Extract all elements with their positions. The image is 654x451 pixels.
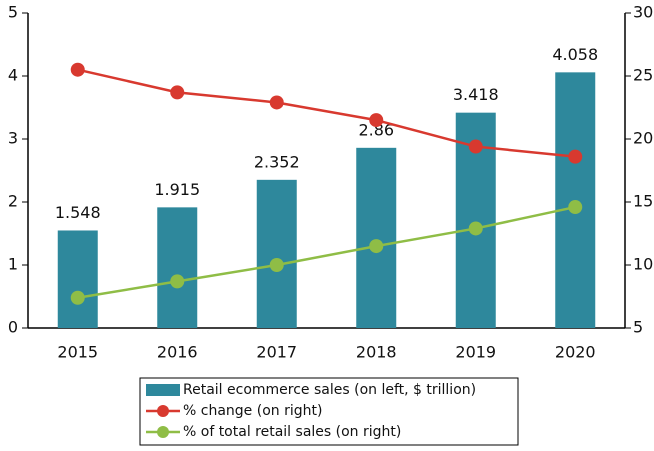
marker — [568, 149, 583, 164]
marker — [369, 239, 384, 254]
marker — [269, 258, 284, 272]
y2-tick-label: 10 — [633, 255, 653, 274]
data-label: 2.352 — [254, 152, 300, 171]
x-tick-label: 2015 — [57, 343, 98, 362]
marker — [70, 62, 85, 77]
legend-swatch — [146, 384, 180, 396]
marker — [369, 113, 384, 128]
legend-label: % of total retail sales (on right) — [183, 424, 401, 440]
bar — [57, 230, 98, 328]
marker — [568, 200, 583, 215]
data-label: 1.915 — [154, 180, 200, 199]
y-tick-label: 4 — [8, 66, 18, 85]
y2-tick-label: 5 — [633, 318, 643, 337]
line — [77, 68, 576, 158]
marker — [170, 274, 185, 289]
legend-marker — [157, 426, 169, 438]
y2-tick-label: 20 — [633, 129, 653, 148]
y2-tick-label: 30 — [633, 3, 653, 22]
marker — [70, 290, 85, 305]
x-tick-label: 2020 — [555, 343, 596, 362]
line — [77, 205, 576, 299]
y-tick-label: 2 — [8, 192, 18, 211]
data-label: 4.058 — [552, 45, 598, 64]
y2-tick-label: 25 — [633, 66, 653, 85]
bar — [256, 179, 297, 328]
bar — [157, 207, 198, 328]
y-tick-label: 3 — [8, 129, 18, 148]
legend-label: Retail ecommerce sales (on left, $ trill… — [183, 382, 476, 398]
bar — [356, 147, 397, 328]
y-tick-label: 5 — [8, 3, 18, 22]
legend-box — [139, 377, 519, 446]
marker — [468, 139, 483, 154]
data-label: 3.418 — [453, 85, 499, 104]
y-tick-label: 0 — [8, 318, 18, 337]
marker — [170, 85, 185, 100]
legend-marker — [157, 405, 169, 417]
y-tick-label: 1 — [8, 255, 18, 274]
x-tick-label: 2016 — [157, 343, 198, 362]
marker — [269, 95, 284, 110]
data-label: 1.548 — [55, 203, 101, 222]
data-label: 2.86 — [358, 120, 394, 139]
x-tick-label: 2017 — [256, 343, 297, 362]
y2-tick-label: 15 — [633, 192, 653, 211]
marker — [468, 221, 483, 236]
x-tick-label: 2018 — [356, 343, 397, 362]
x-tick-label: 2019 — [455, 343, 496, 362]
legend-label: % change (on right) — [183, 403, 322, 419]
